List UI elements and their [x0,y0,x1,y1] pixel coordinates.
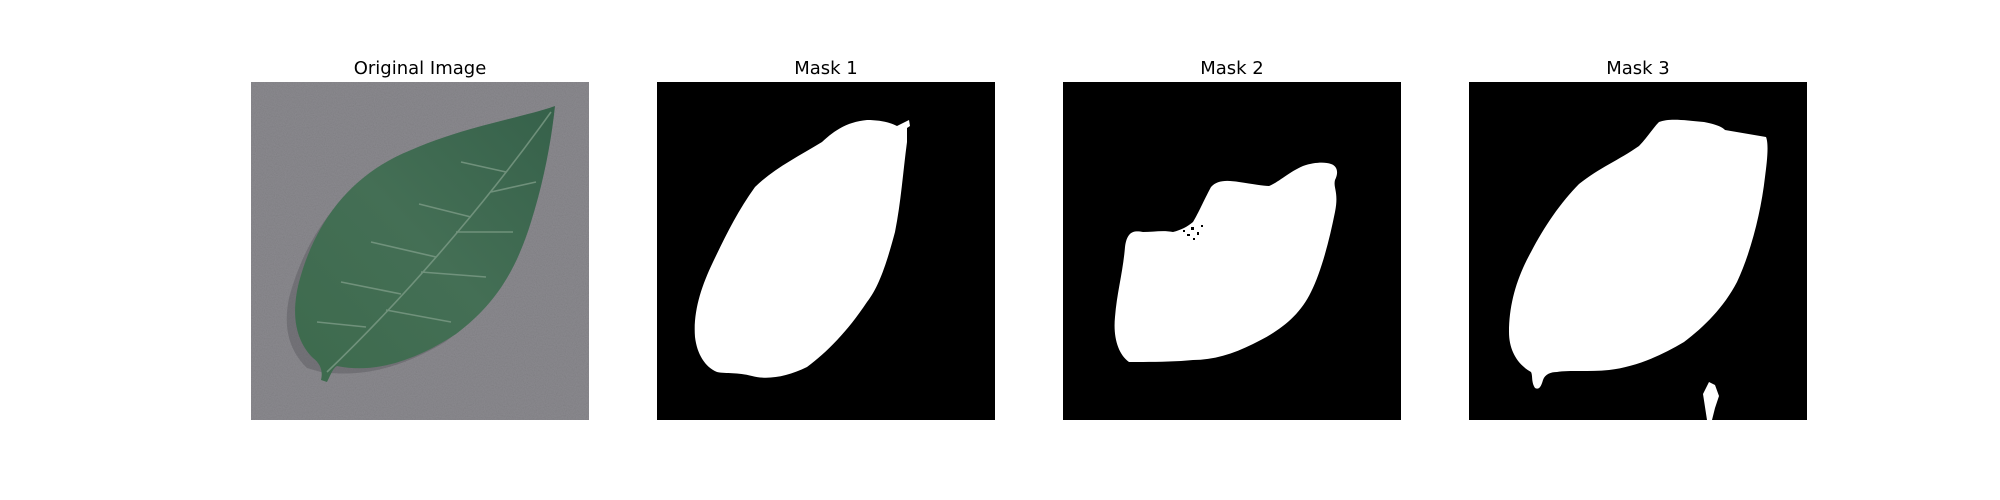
panel-mask-1: Mask 1 [657,58,995,420]
panel-title: Original Image [353,58,487,79]
mask-2-noise [1183,225,1203,240]
panel-mask-3: Mask 3 [1469,58,1807,420]
original-leaf-photo [251,82,589,420]
mask-1-region [694,120,910,378]
panel-title: Mask 2 [1200,58,1264,79]
leaf-shape [295,106,555,382]
panel-title: Mask 3 [1606,58,1670,79]
mask-2-image [1063,82,1401,420]
panel-original: Original Image [251,58,589,420]
mask-3-artifact [1703,382,1719,420]
mask-3-region [1509,119,1768,389]
panel-mask-2: Mask 2 [1063,58,1401,420]
mask-1-image [657,82,995,420]
panel-title: Mask 1 [794,58,858,79]
mask-2-region [1114,162,1338,362]
mask-3-image [1469,82,1807,420]
